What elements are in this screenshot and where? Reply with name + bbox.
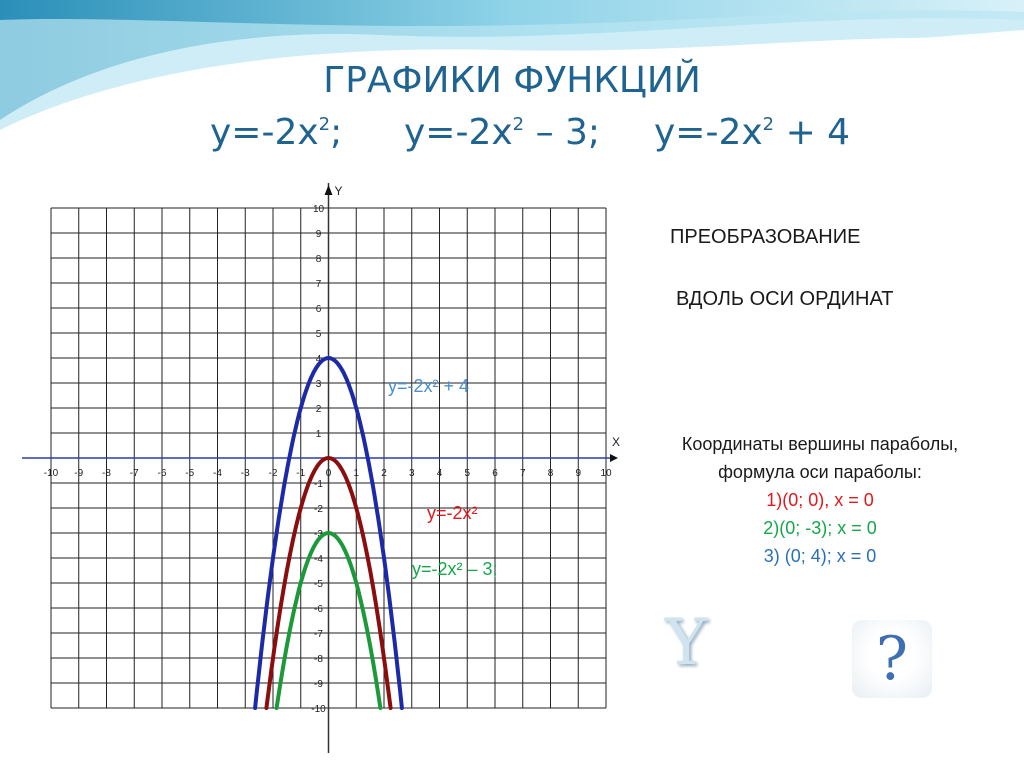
y-tick-label: -9 — [314, 679, 323, 690]
vertex-item-2: 2)(0; -3); x = 0 — [763, 518, 877, 538]
formula-2-exp: 2 — [512, 114, 525, 135]
y-tick-label: 8 — [316, 254, 322, 265]
formula-1-exp: 2 — [318, 114, 331, 135]
x-tick-label: -2 — [269, 468, 278, 479]
x-tick-label: 9 — [575, 468, 581, 479]
series-label-3: y=-2x² – 3; — [412, 559, 498, 579]
formula-2-tail: – 3; — [524, 112, 601, 153]
x-tick-label: -10 — [44, 468, 59, 479]
y-tick-label: 2 — [316, 404, 322, 415]
x-tick-label: -6 — [158, 468, 167, 479]
x-tick-label: -7 — [130, 468, 139, 479]
x-tick-label: -5 — [185, 468, 194, 479]
formula-1: y=-2x2; — [210, 112, 342, 153]
formula-3-base: y=-2x — [654, 112, 763, 153]
x-tick-label: 6 — [492, 468, 498, 479]
help-question-button[interactable]: ? — [852, 620, 932, 698]
vertex-item-1: 1)(0; 0), x = 0 — [766, 490, 874, 510]
y-tick-label: -7 — [314, 629, 323, 640]
series-line-2 — [264, 455, 393, 710]
formula-3-tail: + 4 — [774, 112, 851, 153]
y-tick-label: 10 — [313, 204, 325, 215]
slide-title: ГРАФИКИ ФУНКЦИЙ — [323, 60, 701, 101]
formula-1-tail: ; — [330, 112, 343, 153]
x-tick-label: -4 — [213, 468, 222, 479]
x-axis-arrow — [610, 454, 618, 462]
y-tick-label: -2 — [314, 504, 323, 515]
series-line-1 — [253, 355, 404, 710]
y-tick-label: 3 — [316, 379, 322, 390]
y-tick-label: 6 — [316, 304, 322, 315]
y-tick-label: -8 — [314, 654, 323, 665]
series-label-2: y=-2x² — [427, 503, 478, 523]
y-tick-label: 9 — [316, 229, 322, 240]
vertex-heading-2: формула оси параболы: — [718, 462, 922, 482]
transform-title-line-1: ПРЕОБРАЗОВАНИЕ — [670, 226, 861, 248]
y-tick-label: 1 — [316, 429, 322, 440]
x-axis-name: X — [612, 435, 620, 449]
y-axis-arrow — [324, 185, 333, 195]
formula-1-base: y=-2x — [210, 112, 319, 153]
x-tick-label: -1 — [296, 468, 305, 479]
y-tick-label: -3 — [314, 529, 323, 540]
y-tick-label: -6 — [314, 604, 323, 615]
chart-panel: X Y -10 -9 -8 -7 -6 -5 -4 -3 -2 -1 0 1 2 3 4 5 6 7 8 9 10 10 9 8 7… — [0, 155, 656, 768]
vertex-item-3: 3) (0; 4); x = 0 — [763, 546, 877, 566]
y-tick-label: -10 — [311, 704, 326, 715]
parabola-chart: XY-10 -9 -8 -7 -6 -5 -4 -3 -2 -1 0 1 2 3 4 5 6 7 8 9 1010987… — [22, 183, 620, 753]
y-tick-label: -1 — [314, 479, 323, 490]
x-tick-label: -8 — [102, 468, 111, 479]
x-tick-label: 10 — [600, 468, 612, 479]
x-tick-label: 5 — [464, 468, 470, 479]
series-line-3 — [274, 530, 383, 710]
series-label-1: y=-2x² + 4 — [388, 376, 469, 396]
x-tick-label: 0 — [326, 468, 332, 479]
formula-2-base: y=-2x — [404, 112, 513, 153]
y-axis-name: Y — [335, 184, 343, 198]
x-tick-label: -9 — [74, 468, 83, 479]
y-tick-label: 5 — [316, 329, 322, 340]
x-tick-label: 3 — [409, 468, 415, 479]
y-tick-label: -5 — [314, 579, 323, 590]
y-tick-label: -4 — [314, 554, 323, 565]
formula-3-exp: 2 — [762, 114, 775, 135]
formula-3: y=-2x2 + 4 — [654, 112, 850, 153]
x-tick-label: 1 — [353, 468, 359, 479]
x-tick-label: 4 — [437, 468, 443, 479]
formula-2: y=-2x2 – 3; — [404, 112, 600, 153]
transform-title-line-2: ВДОЛЬ ОСИ ОРДИНАТ — [676, 288, 894, 310]
y-tick-label: 7 — [316, 279, 322, 290]
y-letter-logo: Y — [664, 606, 708, 680]
decorative-wave-header — [0, 0, 1024, 170]
x-tick-label: -3 — [241, 468, 250, 479]
x-tick-label: 2 — [381, 468, 387, 479]
x-tick-label: 8 — [548, 468, 554, 479]
y-tick-label: 4 — [316, 354, 322, 365]
vertex-heading-1: Координаты вершины параболы, — [681, 434, 959, 454]
x-tick-label: 7 — [520, 468, 526, 479]
